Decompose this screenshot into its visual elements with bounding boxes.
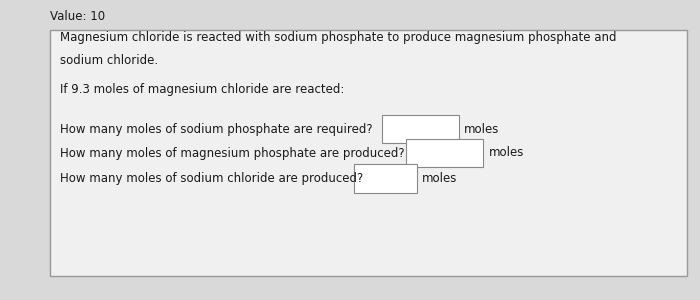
FancyBboxPatch shape	[406, 139, 483, 167]
Text: Value: 10: Value: 10	[50, 10, 106, 23]
Text: If 9.3 moles of magnesium chloride are reacted:: If 9.3 moles of magnesium chloride are r…	[60, 83, 344, 97]
Text: moles: moles	[464, 122, 500, 136]
FancyBboxPatch shape	[354, 164, 416, 193]
Text: Magnesium chloride is reacted with sodium phosphate to produce magnesium phospha: Magnesium chloride is reacted with sodiu…	[60, 31, 616, 44]
Text: How many moles of magnesium phosphate are produced?: How many moles of magnesium phosphate ar…	[60, 146, 404, 160]
Text: moles: moles	[422, 172, 458, 185]
Text: How many moles of sodium phosphate are required?: How many moles of sodium phosphate are r…	[60, 122, 372, 136]
FancyBboxPatch shape	[382, 115, 458, 143]
Text: sodium chloride.: sodium chloride.	[60, 53, 158, 67]
Text: moles: moles	[489, 146, 524, 160]
FancyBboxPatch shape	[50, 30, 687, 276]
Text: How many moles of sodium chloride are produced?: How many moles of sodium chloride are pr…	[60, 172, 363, 185]
